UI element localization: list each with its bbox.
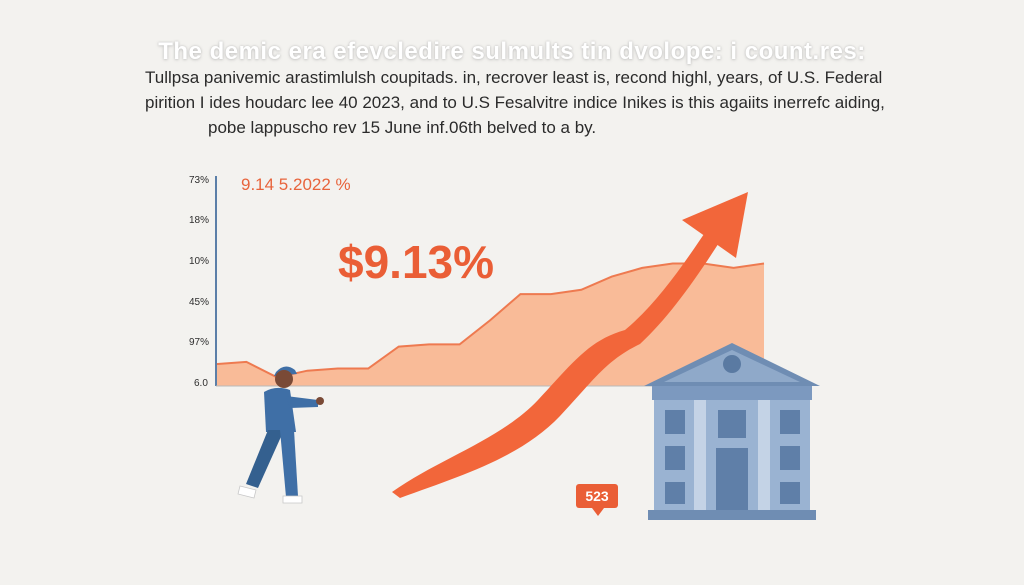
- bank-window: [780, 446, 800, 470]
- person-leg-back: [246, 430, 284, 488]
- bank-window: [665, 482, 685, 504]
- bank-window: [718, 410, 746, 438]
- badge-pointer: [592, 508, 604, 516]
- area-series-fill: [216, 263, 764, 386]
- y-tick-label: 6.0: [194, 378, 208, 389]
- y-tick-label: 45%: [189, 297, 209, 308]
- page-title: The demic era efevcledire sulmults tin d…: [158, 38, 866, 65]
- subtitle-line-3: pobe lappuscho rev 15 June inf.06th belv…: [208, 118, 597, 137]
- person-head: [275, 370, 293, 388]
- bank-base: [648, 510, 816, 520]
- y-tick-label: 10%: [189, 256, 209, 267]
- person-hand: [316, 397, 324, 405]
- person-shoe-front: [282, 495, 303, 504]
- bank-window: [780, 482, 800, 504]
- annotation-small: 9.14 5.2022 %: [241, 175, 351, 194]
- bank-column: [758, 400, 770, 510]
- person-shoe-back: [237, 485, 257, 499]
- person-torso: [264, 387, 296, 432]
- badge-label: 523: [585, 488, 609, 504]
- bank-window: [665, 446, 685, 470]
- annotation-big: $9.13%: [338, 236, 494, 288]
- bank-emblem: [723, 355, 741, 373]
- arrow-head: [682, 192, 748, 258]
- walking-person-icon: [237, 366, 324, 504]
- subtitle-line-2: pirition I ides houdarc lee 40 2023, and…: [145, 93, 885, 112]
- rising-arrow-icon: [392, 192, 748, 498]
- bank-window: [780, 410, 800, 434]
- area-series-line: [215, 262, 765, 379]
- bank-window: [665, 410, 685, 434]
- subtitle-line-1: Tullpsa panivemic arastimlulsh coupitads…: [145, 68, 883, 87]
- y-tick-label: 18%: [189, 215, 209, 226]
- y-tick-label: 73%: [189, 175, 209, 186]
- bank-building-icon: [644, 343, 820, 520]
- bank-entablature: [652, 386, 812, 400]
- person-leg-front: [280, 430, 298, 497]
- bank-door: [716, 448, 748, 510]
- bank-column: [694, 400, 706, 510]
- badge-box: [576, 484, 618, 508]
- y-tick-label: 97%: [189, 337, 209, 348]
- value-badge: 523: [576, 484, 618, 516]
- person-arm: [286, 396, 318, 408]
